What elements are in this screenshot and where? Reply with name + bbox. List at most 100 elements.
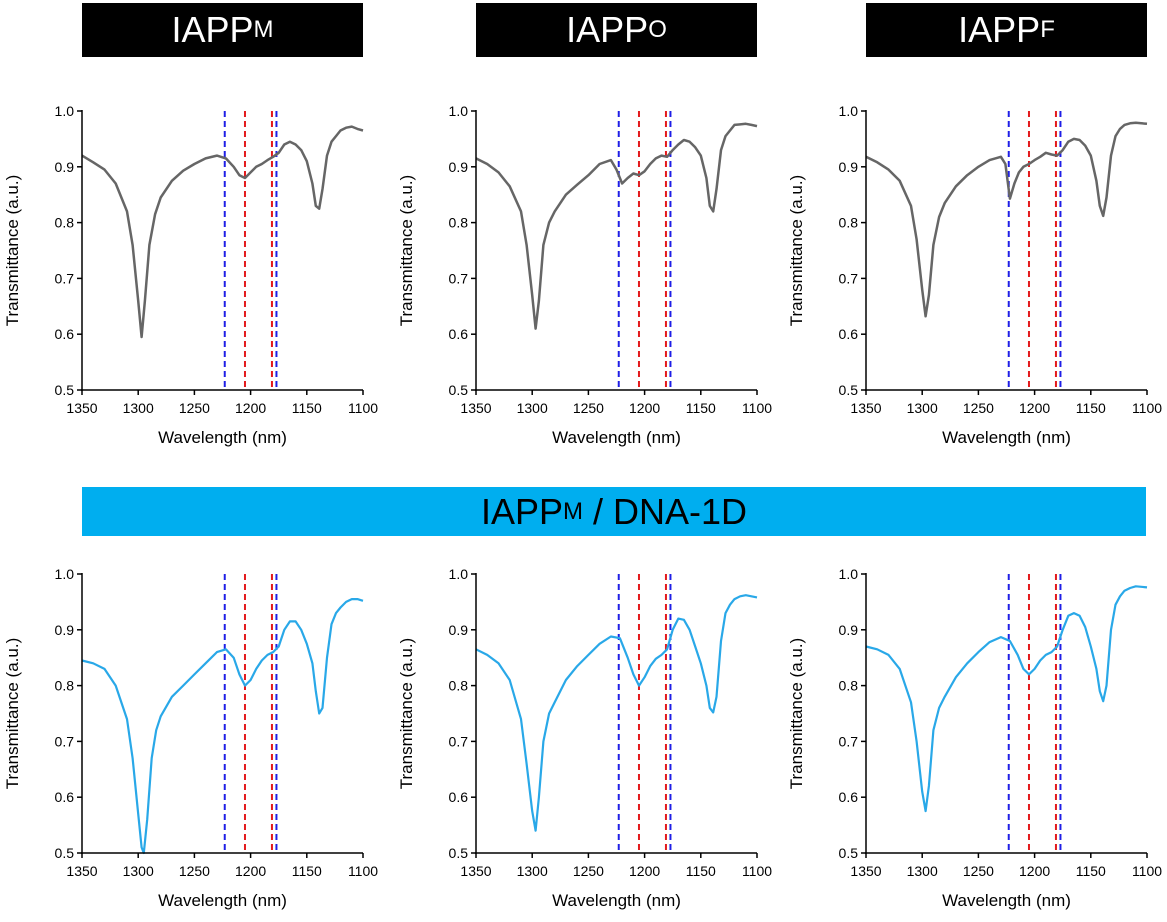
banner-title-base: IAPP bbox=[171, 9, 254, 50]
x-tick-label: 1350 bbox=[66, 863, 97, 879]
x-axis-title: Wavelength (nm) bbox=[942, 428, 1071, 447]
x-tick-label: 1150 bbox=[292, 863, 322, 879]
x-axis-title: Wavelength (nm) bbox=[158, 891, 287, 910]
y-axis-title: Transmittance (a.u.) bbox=[3, 638, 22, 789]
x-tick-label: 1300 bbox=[517, 400, 548, 416]
x-tick-label: 1150 bbox=[1076, 400, 1106, 416]
y-tick-label: 0.6 bbox=[449, 789, 469, 805]
y-tick-label: 0.9 bbox=[839, 159, 859, 175]
spectrum-line bbox=[865, 121, 1148, 318]
y-tick-label: 1.0 bbox=[449, 103, 469, 119]
x-axis-title: Wavelength (nm) bbox=[552, 428, 681, 447]
x-axis-title: Wavelength (nm) bbox=[158, 428, 287, 447]
y-axis-title: Transmittance (a.u.) bbox=[397, 638, 416, 789]
x-tick-label: 1250 bbox=[179, 400, 210, 416]
x-tick-label: 1100 bbox=[348, 863, 378, 879]
y-tick-label: 1.0 bbox=[839, 566, 859, 582]
chart-panel-6: 0.5 0.6 0.7 0.8 0.9 1.0 1350 1300 1250 1200 1150 11… bbox=[787, 566, 1162, 910]
banner-title-subscript: F bbox=[1040, 16, 1055, 43]
y-axis-title: Transmittance (a.u.) bbox=[787, 638, 806, 789]
y-tick-label: 1.0 bbox=[55, 103, 75, 119]
x-tick-label: 1250 bbox=[573, 863, 604, 879]
banner-title-base: IAPP bbox=[958, 9, 1041, 50]
y-tick-label: 0.5 bbox=[55, 845, 75, 861]
x-tick-label: 1300 bbox=[907, 400, 938, 416]
spectrum-line bbox=[81, 597, 364, 855]
x-tick-label: 1200 bbox=[235, 400, 266, 416]
x-tick-label: 1150 bbox=[686, 400, 716, 416]
y-tick-label: 0.5 bbox=[449, 382, 469, 398]
x-tick-label: 1100 bbox=[348, 400, 378, 416]
x-tick-label: 1150 bbox=[686, 863, 716, 879]
row-title-banner: IAPP M / DNA-1D bbox=[82, 487, 1146, 536]
y-tick-label: 0.8 bbox=[449, 678, 469, 694]
y-tick-label: 0.9 bbox=[449, 622, 469, 638]
y-tick-label: 1.0 bbox=[449, 566, 469, 582]
x-tick-label: 1100 bbox=[1132, 863, 1162, 879]
y-tick-label: 0.9 bbox=[449, 159, 469, 175]
panel-title-banner-iapp-m: IAPP M bbox=[82, 3, 363, 57]
y-tick-label: 0.8 bbox=[55, 215, 75, 231]
x-tick-label: 1150 bbox=[1076, 863, 1106, 879]
x-tick-label: 1250 bbox=[963, 863, 994, 879]
x-tick-label: 1200 bbox=[235, 863, 266, 879]
x-tick-label: 1250 bbox=[963, 400, 994, 416]
y-tick-label: 1.0 bbox=[839, 103, 859, 119]
x-tick-label: 1350 bbox=[850, 863, 881, 879]
banner-title-subscript: M bbox=[563, 497, 583, 525]
x-tick-label: 1200 bbox=[1019, 400, 1050, 416]
x-tick-label: 1300 bbox=[907, 863, 938, 879]
y-tick-label: 0.7 bbox=[449, 270, 469, 286]
y-axis-title: Transmittance (a.u.) bbox=[787, 175, 806, 326]
x-tick-label: 1300 bbox=[123, 863, 154, 879]
x-tick-label: 1350 bbox=[850, 400, 881, 416]
x-tick-label: 1350 bbox=[66, 400, 97, 416]
y-tick-label: 0.8 bbox=[839, 215, 859, 231]
y-tick-label: 0.8 bbox=[839, 678, 859, 694]
y-tick-label: 0.7 bbox=[449, 733, 469, 749]
y-tick-label: 0.7 bbox=[55, 270, 75, 286]
y-axis-title: Transmittance (a.u.) bbox=[3, 175, 22, 326]
spectrum-line bbox=[865, 585, 1148, 813]
chart-panel-2: 0.5 0.6 0.7 0.8 0.9 1.0 1350 1300 1250 1200 1150 11… bbox=[397, 103, 772, 447]
banner-title-base: IAPP bbox=[480, 490, 563, 532]
y-tick-label: 0.5 bbox=[839, 382, 859, 398]
y-axis-title: Transmittance (a.u.) bbox=[397, 175, 416, 326]
x-tick-label: 1150 bbox=[292, 400, 322, 416]
y-tick-label: 0.6 bbox=[55, 789, 75, 805]
banner-title-base: IAPP bbox=[566, 9, 649, 50]
y-tick-label: 0.6 bbox=[839, 326, 859, 342]
y-tick-label: 0.6 bbox=[449, 326, 469, 342]
chart-panel-4: 0.5 0.6 0.7 0.8 0.9 1.0 1350 1300 1250 1200 1150 11… bbox=[3, 566, 378, 910]
y-tick-label: 0.6 bbox=[55, 326, 75, 342]
y-tick-label: 0.7 bbox=[55, 733, 75, 749]
y-tick-label: 0.5 bbox=[55, 382, 75, 398]
y-tick-label: 0.9 bbox=[55, 159, 75, 175]
chart-panel-3: 0.5 0.6 0.7 0.8 0.9 1.0 1350 1300 1250 1200 1150 11… bbox=[787, 103, 1162, 447]
y-tick-label: 0.5 bbox=[839, 845, 859, 861]
y-tick-label: 1.0 bbox=[55, 566, 75, 582]
x-tick-label: 1100 bbox=[1132, 400, 1162, 416]
banner-title-subscript: M bbox=[253, 16, 274, 43]
spectrum-line bbox=[81, 125, 364, 339]
x-tick-label: 1250 bbox=[573, 400, 604, 416]
y-tick-label: 0.9 bbox=[839, 622, 859, 638]
x-tick-label: 1300 bbox=[123, 400, 154, 416]
x-tick-label: 1200 bbox=[629, 400, 660, 416]
spectrum-line bbox=[475, 594, 758, 832]
x-tick-label: 1100 bbox=[742, 400, 772, 416]
x-tick-label: 1350 bbox=[460, 863, 491, 879]
x-tick-label: 1250 bbox=[179, 863, 210, 879]
y-tick-label: 0.6 bbox=[839, 789, 859, 805]
x-tick-label: 1300 bbox=[517, 863, 548, 879]
chart-panel-1: 0.5 0.6 0.7 0.8 0.9 1.0 1350 1300 1250 1200 1150 11… bbox=[3, 103, 378, 447]
spectrum-line bbox=[475, 122, 758, 330]
x-tick-label: 1350 bbox=[460, 400, 491, 416]
banner-title-suffix: / DNA-1D bbox=[583, 490, 748, 532]
banner-title-subscript: O bbox=[648, 16, 667, 43]
y-tick-label: 0.8 bbox=[55, 678, 75, 694]
panel-title-banner-iapp-f: IAPP F bbox=[866, 3, 1147, 57]
y-tick-label: 0.9 bbox=[55, 622, 75, 638]
chart-panel-5: 0.5 0.6 0.7 0.8 0.9 1.0 1350 1300 1250 1200 1150 11… bbox=[397, 566, 772, 910]
